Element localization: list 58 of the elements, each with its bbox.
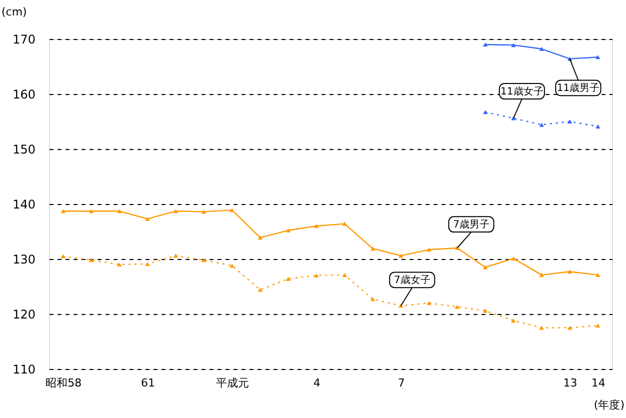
point — [482, 110, 488, 114]
point — [370, 246, 376, 251]
point — [230, 264, 234, 268]
point — [145, 216, 150, 221]
point — [60, 254, 66, 258]
point — [286, 228, 291, 232]
x-tick-label: 14 — [591, 376, 606, 390]
point — [230, 208, 234, 212]
point — [88, 209, 94, 214]
point — [482, 42, 488, 47]
y-tick-label: 110 — [12, 362, 36, 376]
x-tick-label: 61 — [141, 376, 156, 390]
y-tick-label: 150 — [12, 142, 36, 156]
point — [539, 272, 544, 277]
point — [539, 122, 544, 127]
point — [567, 326, 572, 330]
point — [596, 324, 600, 328]
point — [258, 236, 262, 240]
point — [539, 46, 544, 51]
point — [567, 119, 572, 124]
series-label: 7歳男子 — [453, 218, 490, 230]
point — [342, 222, 347, 226]
y-tick-label: 130 — [12, 252, 36, 266]
text: 11歳男子 — [556, 82, 600, 94]
point — [454, 304, 460, 309]
point — [342, 272, 347, 277]
point — [511, 318, 516, 323]
x-tick-label: 昭和58 — [46, 376, 82, 390]
point — [567, 270, 572, 274]
x-tick-label: 13 — [563, 376, 578, 390]
point — [173, 209, 178, 214]
point — [314, 273, 319, 278]
point — [370, 297, 376, 302]
point — [314, 224, 319, 228]
y-tick-label: 170 — [12, 32, 36, 46]
point — [596, 124, 600, 128]
point — [511, 256, 516, 260]
point — [145, 262, 150, 266]
point — [117, 262, 122, 267]
y-axis-title: (cm) — [2, 6, 27, 18]
y-tick-label: 160 — [12, 88, 36, 102]
y-tick-label: 120 — [12, 308, 36, 322]
point — [596, 272, 600, 277]
series-label: 11歳女子 — [500, 85, 544, 98]
point — [201, 258, 206, 262]
point — [286, 276, 291, 281]
x-axis-title: (年度) — [594, 398, 624, 412]
series-label: 7歳女子 — [394, 274, 430, 286]
point — [426, 300, 432, 306]
y-tick-label: 140 — [12, 198, 36, 212]
point — [539, 326, 544, 330]
point — [482, 265, 488, 270]
x-tick-label: 平成元 — [216, 376, 249, 390]
point — [258, 288, 262, 292]
x-tick-label: 4 — [313, 376, 320, 390]
point — [88, 258, 94, 262]
point — [511, 43, 516, 48]
x-tick-label: 7 — [398, 376, 405, 390]
